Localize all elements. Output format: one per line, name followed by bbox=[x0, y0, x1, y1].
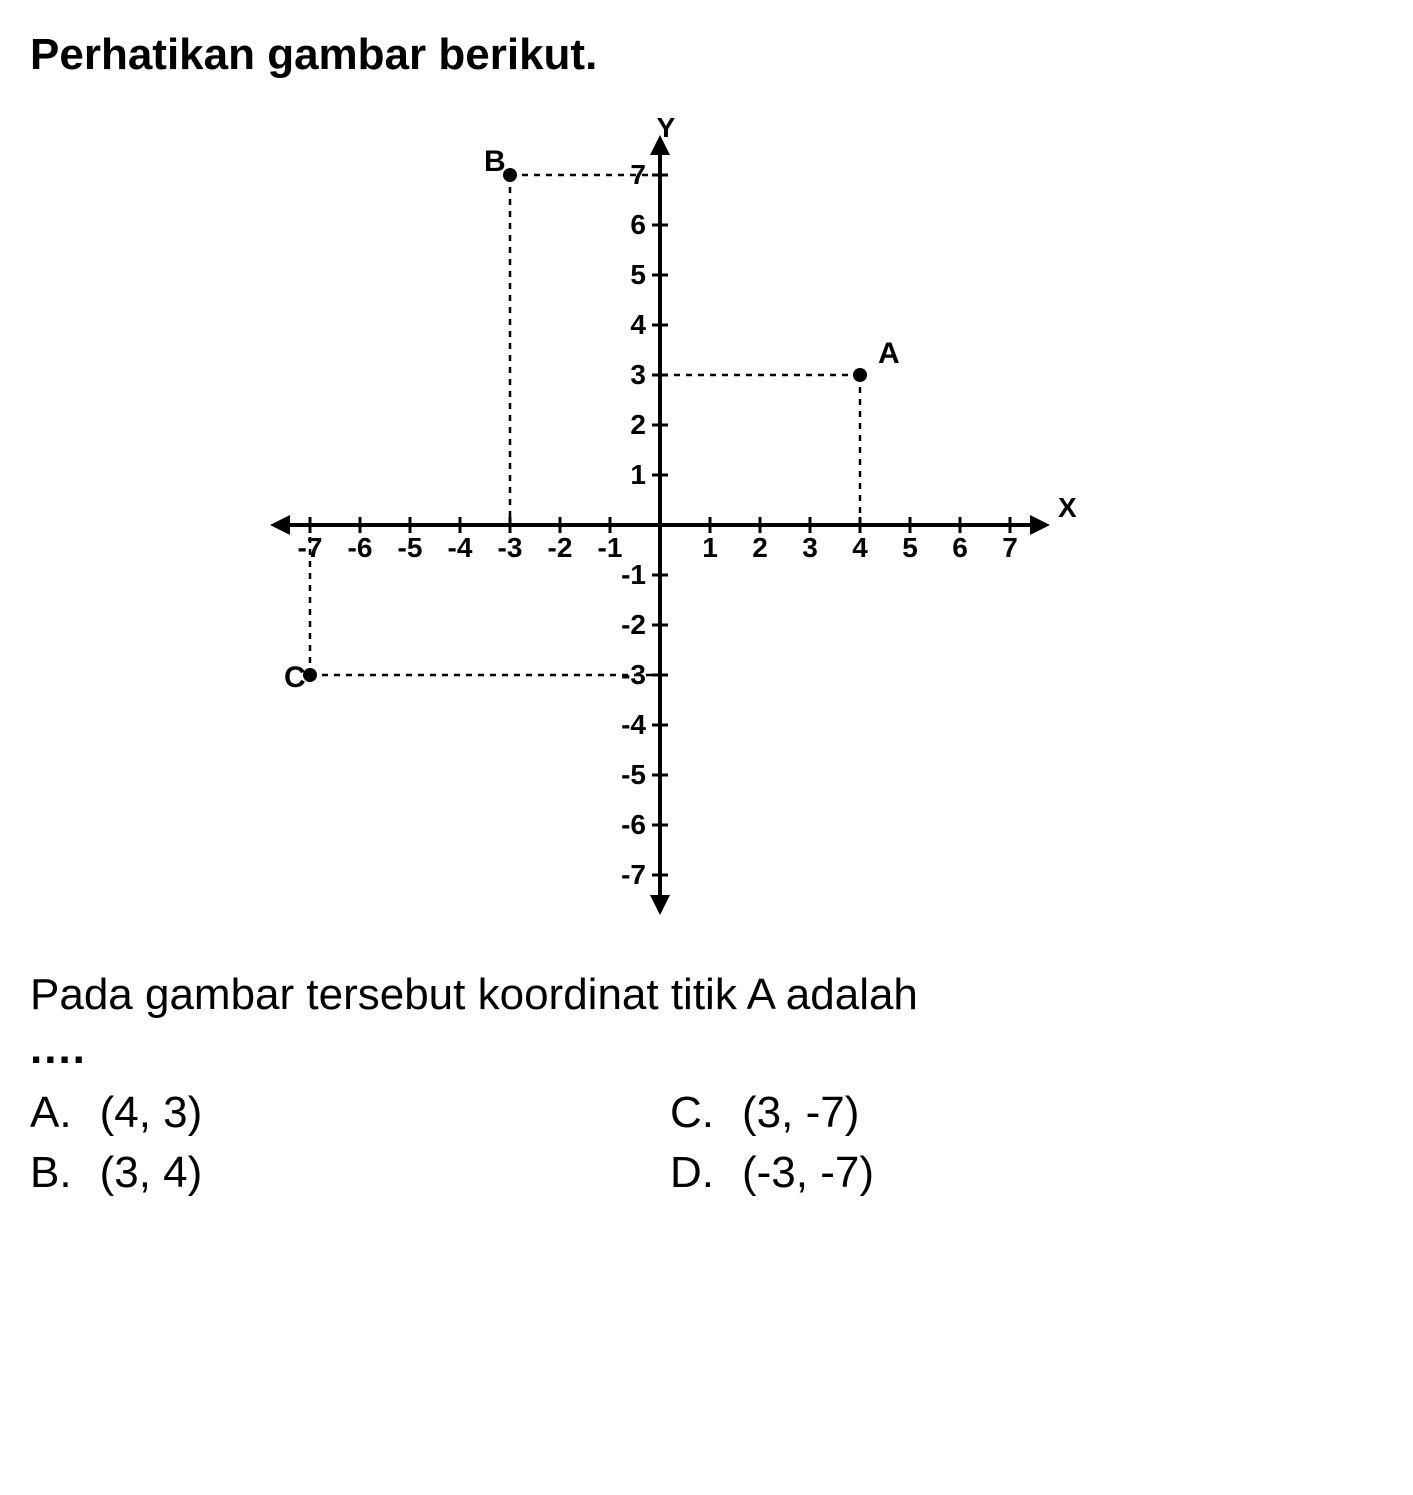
option-c-letter: C. bbox=[670, 1088, 714, 1138]
x-tick-label: 2 bbox=[752, 532, 768, 563]
y-tick-label: -6 bbox=[621, 809, 646, 840]
y-tick-label: 4 bbox=[630, 309, 646, 340]
x-tick-label: 3 bbox=[802, 532, 818, 563]
point-label-b: B bbox=[484, 145, 506, 178]
y-tick-label: -4 bbox=[621, 709, 646, 740]
x-tick-label: -2 bbox=[548, 532, 573, 563]
option-d: D. (-3, -7) bbox=[670, 1148, 1383, 1198]
y-tick-label: -2 bbox=[621, 609, 646, 640]
blank-indicator: .... bbox=[30, 1024, 1383, 1074]
y-tick-label: -5 bbox=[621, 759, 646, 790]
option-c: C. (3, -7) bbox=[670, 1088, 1383, 1138]
y-tick-label: 1 bbox=[630, 459, 646, 490]
coordinate-graph: -7 -6 -5 -4 -3 -2 -1 1 2 3 4 5 6 7 -7 -6 -5 -4 -3 -2 -1 1 2 3 4 5… bbox=[230, 100, 1130, 950]
point-label-c: C bbox=[284, 661, 306, 694]
y-tick-label: 5 bbox=[630, 259, 646, 290]
y-tick-label: 3 bbox=[630, 359, 646, 390]
graph-container: -7 -6 -5 -4 -3 -2 -1 1 2 3 4 5 6 7 -7 -6 -5 -4 -3 -2 -1 1 2 3 4 5… bbox=[30, 100, 1383, 950]
question-text: Pada gambar tersebut koordinat titik A a… bbox=[30, 970, 1383, 1020]
y-tick-label: 7 bbox=[630, 159, 646, 190]
x-tick-label: -6 bbox=[348, 532, 373, 563]
x-tick-label: -3 bbox=[498, 532, 523, 563]
option-b: B. (3, 4) bbox=[30, 1148, 670, 1198]
point-label-a: A bbox=[878, 337, 900, 370]
x-tick-label: -4 bbox=[448, 532, 473, 563]
option-c-value: (3, -7) bbox=[742, 1088, 859, 1138]
x-tick-label: 4 bbox=[852, 532, 868, 563]
x-tick-label: -7 bbox=[298, 532, 323, 563]
question-title: Perhatikan gambar berikut. bbox=[30, 30, 1383, 80]
option-d-value: (-3, -7) bbox=[742, 1148, 874, 1198]
option-a: A. (4, 3) bbox=[30, 1088, 670, 1138]
y-tick-label: -1 bbox=[621, 559, 646, 590]
y-tick-label: 6 bbox=[630, 209, 646, 240]
options-grid: A. (4, 3) C. (3, -7) B. (3, 4) D. (-3, -… bbox=[30, 1088, 1383, 1198]
option-b-letter: B. bbox=[30, 1148, 72, 1198]
x-tick-label: 7 bbox=[1002, 532, 1018, 563]
x-tick-label: 1 bbox=[702, 532, 718, 563]
x-tick-label: 6 bbox=[952, 532, 968, 563]
x-tick-label: -1 bbox=[598, 532, 623, 563]
option-b-value: (3, 4) bbox=[100, 1148, 203, 1198]
x-axis-label: X bbox=[1058, 492, 1077, 523]
y-tick-label: -3 bbox=[621, 659, 646, 690]
y-tick-label: -7 bbox=[621, 859, 646, 890]
option-a-value: (4, 3) bbox=[100, 1088, 203, 1138]
y-axis-label: Y bbox=[657, 112, 676, 143]
option-a-letter: A. bbox=[30, 1088, 72, 1138]
option-d-letter: D. bbox=[670, 1148, 714, 1198]
x-tick-label: -5 bbox=[398, 532, 423, 563]
y-tick-label: 2 bbox=[630, 409, 646, 440]
point-a bbox=[853, 368, 867, 382]
x-tick-label: 5 bbox=[902, 532, 918, 563]
